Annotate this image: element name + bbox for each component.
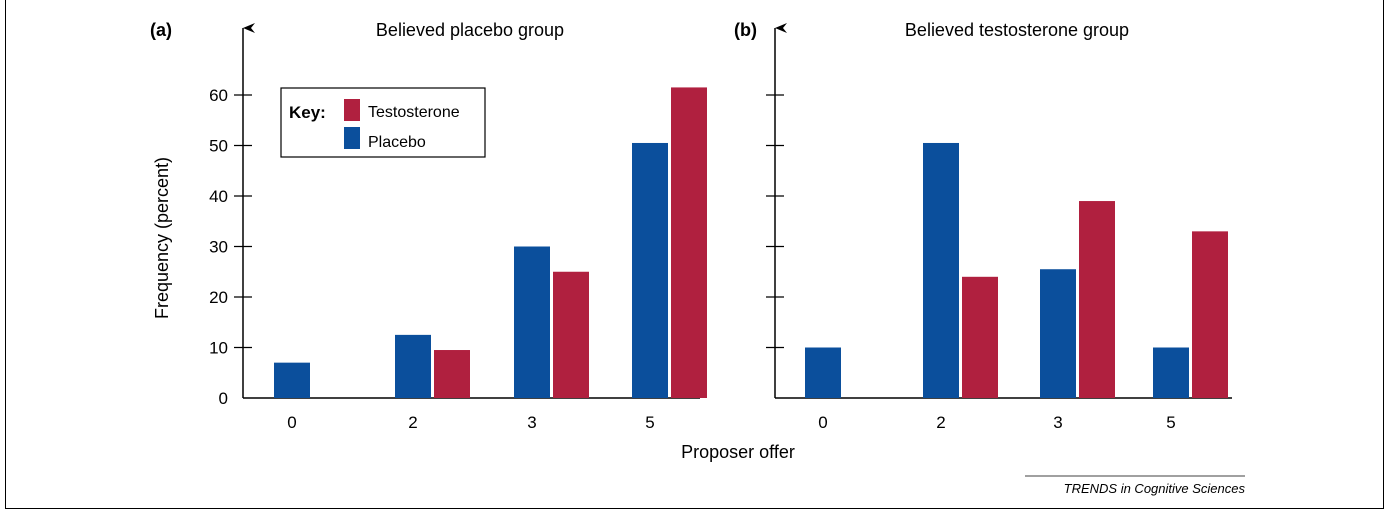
bar-placebo-3 — [514, 246, 550, 398]
panel-b-bars — [805, 142, 1228, 398]
y-tick-label: 20 — [209, 288, 228, 307]
y-tick-label: 50 — [209, 137, 228, 156]
panel-b-label: (b) — [734, 20, 757, 40]
panel-a-title: Believed placebo group — [376, 20, 564, 40]
panel-a-y-ticks: 0 10 20 30 40 50 60 — [209, 86, 252, 408]
legend-title: Key: — [289, 103, 326, 122]
y-tick-label: 0 — [219, 389, 228, 408]
x-tick-label: 5 — [645, 413, 654, 432]
credit-text: TRENDS in Cognitive Sciences — [1064, 481, 1246, 496]
panel-b-title: Believed testosterone group — [905, 20, 1129, 40]
panel-b: (b) Believed testosterone group 0 2 3 5 — [734, 20, 1232, 432]
legend-label-placebo: Placebo — [368, 134, 426, 151]
y-tick-label: 60 — [209, 86, 228, 105]
bar-placebo-0 — [274, 362, 310, 398]
panel-a-label: (a) — [150, 20, 172, 40]
legend-swatch-placebo — [344, 127, 360, 149]
x-axis-label: Proposer offer — [681, 442, 795, 462]
legend-label-testosterone: Testosterone — [368, 104, 460, 121]
bar-testosterone-5 — [1192, 231, 1228, 398]
legend-box — [280, 87, 486, 158]
bar-placebo-5 — [632, 142, 668, 398]
x-tick-label: 5 — [1166, 413, 1175, 432]
x-tick-label: 3 — [1053, 413, 1062, 432]
legend-swatch-testosterone — [344, 99, 360, 121]
y-axis-label: Frequency (percent) — [152, 157, 172, 319]
y-tick-label: 40 — [209, 187, 228, 206]
bar-testosterone-2 — [434, 350, 470, 398]
bar-testosterone-3 — [553, 271, 589, 398]
x-tick-label: 0 — [287, 413, 296, 432]
bar-placebo-5 — [1153, 347, 1189, 398]
panel-b-y-ticks — [766, 94, 784, 349]
bar-testosterone-5 — [671, 87, 707, 399]
bar-placebo-2 — [395, 334, 431, 398]
bar-testosterone-2 — [962, 276, 998, 398]
bar-placebo-0 — [805, 347, 841, 398]
bar-testosterone-3 — [1079, 201, 1115, 398]
y-tick-label: 10 — [209, 339, 228, 358]
bar-placebo-2 — [923, 142, 959, 398]
y-tick-label: 30 — [209, 238, 228, 257]
x-tick-label: 2 — [408, 413, 417, 432]
panel-a-bars — [274, 87, 707, 399]
legend: Key: Testosterone Placebo — [280, 87, 486, 158]
x-tick-label: 2 — [936, 413, 945, 432]
x-tick-label: 0 — [818, 413, 827, 432]
panel-a-x-ticks: 0 2 3 5 — [287, 413, 654, 432]
panel-a: (a) Believed placebo group Frequency (pe… — [150, 20, 707, 432]
bar-placebo-3 — [1040, 269, 1076, 398]
panel-b-x-ticks: 0 2 3 5 — [818, 413, 1175, 432]
x-tick-label: 3 — [527, 413, 536, 432]
